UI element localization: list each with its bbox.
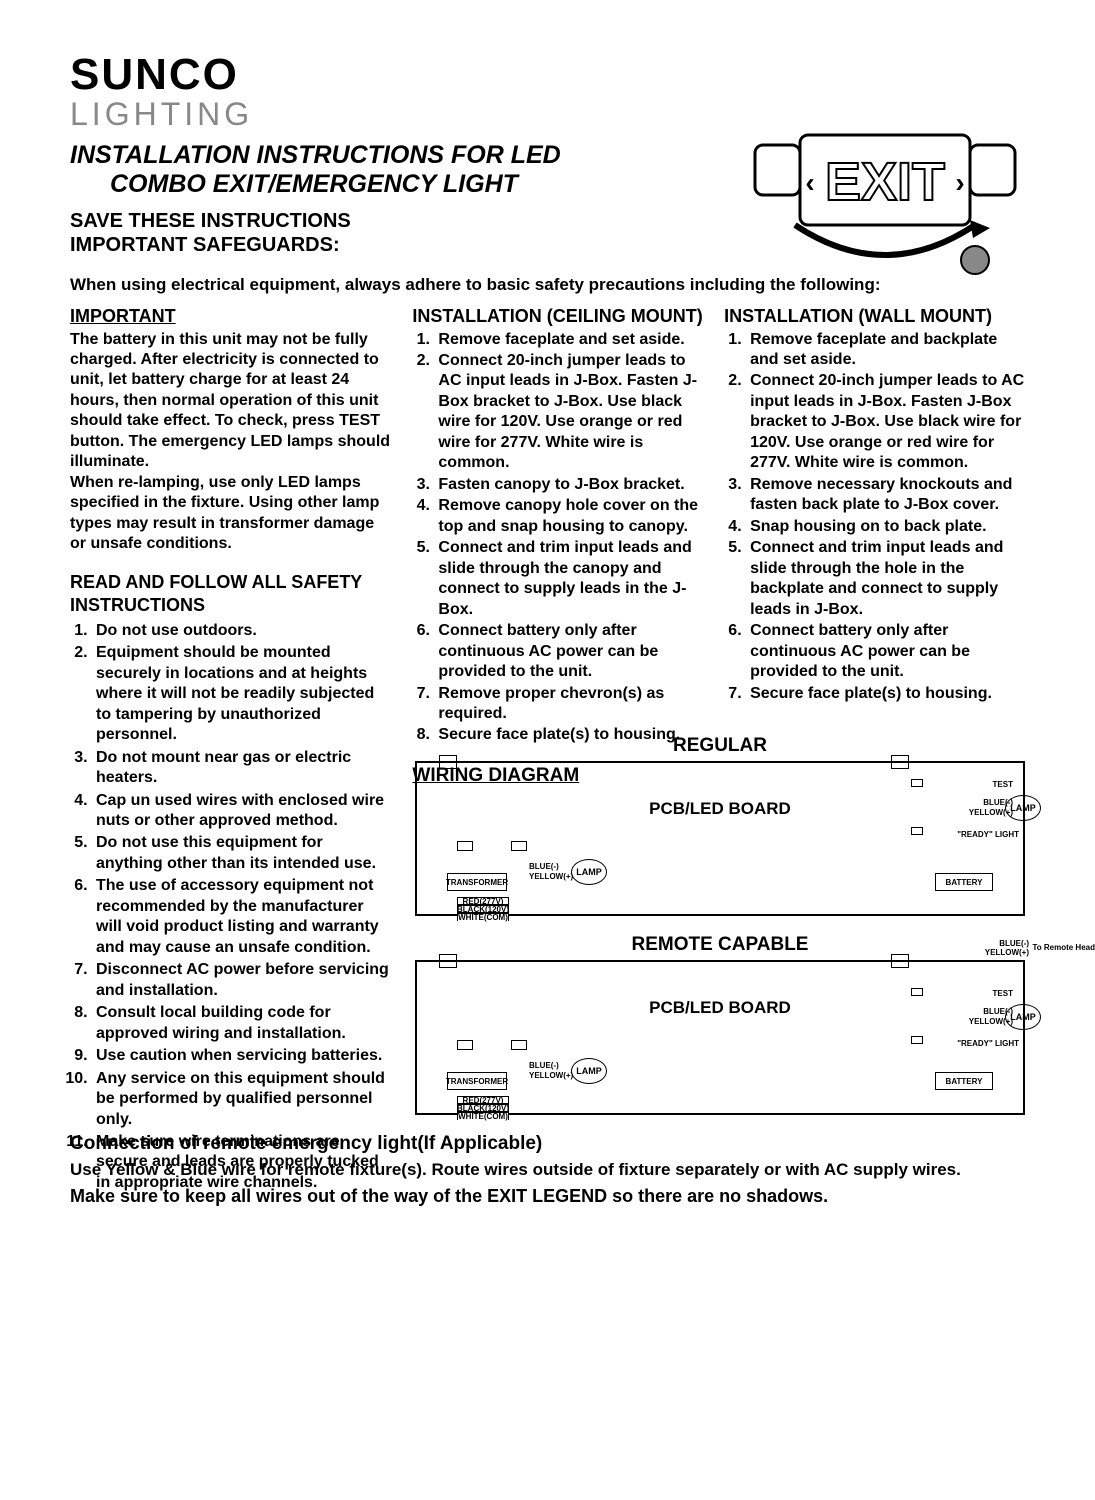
remote-head-label: To Remote Head [1032,944,1095,952]
test-label2: TEST [993,990,1013,998]
wall-item: Snap housing on to back plate. [746,517,1025,537]
ceiling-item: Remove canopy hole cover on the top and … [434,496,704,537]
safety-item: Any service on this equipment should be … [92,1069,392,1130]
exit-sign-illustration: EXIT ‹ › [745,110,1025,290]
ceiling-item: Remove proper chevron(s) as required. [434,684,704,725]
board-label2: PCB/LED BOARD [649,998,791,1018]
yellow-label3: YELLOW(+) [529,1072,573,1080]
white-label2: WHITE(COM) [457,1112,509,1120]
safety-item: The use of accessory equipment not recom… [92,876,392,958]
blue-label: BLUE(-) [529,863,559,871]
yellow-label: YELLOW(+) [529,873,573,881]
test-label: TEST [993,781,1013,789]
safety-item: Do not mount near gas or electric heater… [92,748,392,789]
wall-list: Remove faceplate and backplate and set a… [724,330,1025,704]
ceiling-item: Secure face plate(s) to housing. [434,725,704,745]
battery-box2: BATTERY [935,1072,993,1090]
svg-text:›: › [955,167,964,198]
wall-item: Connect 20-inch jumper leads to AC input… [746,371,1025,473]
lamp-left: LAMP [571,859,607,885]
black-label: BLACK(120V) [457,905,509,913]
ceiling-item: Fasten canopy to J-Box bracket. [434,475,704,495]
white-label: WHITE(COM) [457,913,509,921]
safety-item: Use caution when servicing batteries. [92,1046,392,1066]
safety-item: Do not use this equipment for anything o… [92,833,392,874]
wall-heading: INSTALLATION (WALL MOUNT) [724,305,1025,328]
battery-box: BATTERY [935,873,993,891]
safety-heading: READ AND FOLLOW ALL SAFETY INSTRUCTIONS [70,571,392,617]
ready-label2: "READY" LIGHT [957,1040,1019,1048]
logo-name: SUNCO [70,50,1025,100]
yellow-remote: YELLOW(+) [985,949,1029,957]
wall-item: Connect and trim input leads and slide t… [746,538,1025,620]
safety-item: Cap un used wires with enclosed wire nut… [92,791,392,832]
ceiling-item: Connect 20-inch jumper leads to AC input… [434,351,704,474]
col-left: IMPORTANT The battery in this unit may n… [70,305,392,1196]
ceiling-item: Connect and trim input leads and slide t… [434,538,704,620]
ready-label: "READY" LIGHT [957,831,1019,839]
safety-list: Do not use outdoors. Equipment should be… [70,621,392,1194]
lamp-right2: LAMP [1005,1004,1041,1030]
ceiling-heading: INSTALLATION (CEILING MOUNT) [412,305,704,328]
lamp-right: LAMP [1005,795,1041,821]
wall-item: Remove faceplate and backplate and set a… [746,330,1025,371]
important-heading: IMPORTANT [70,305,392,328]
safety-item: Consult local building code for approved… [92,1003,392,1044]
diagram-regular: PCB/LED BOARD TRANSFORMER RED(277V) BLAC… [415,761,1025,916]
safety-item: Equipment should be mounted securely in … [92,643,392,745]
ceiling-list: Remove faceplate and set aside. Connect … [412,330,704,746]
diagram-remote: PCB/LED BOARD TRANSFORMER RED(277V) BLAC… [415,960,1025,1115]
exit-text: EXIT [825,152,945,212]
footer-body1: Use Yellow & Blue wire for remote fixtur… [70,1159,1025,1181]
blue-remote: BLUE(-) [999,940,1029,948]
wall-item: Remove necessary knockouts and fasten ba… [746,475,1025,516]
svg-text:‹: ‹ [805,167,814,198]
wall-item: Connect battery only after continuous AC… [746,621,1025,682]
important-body: The battery in this unit may not be full… [70,330,392,555]
transformer-box: TRANSFORMER [447,873,507,891]
transformer-box2: TRANSFORMER [447,1072,507,1090]
black-label2: BLACK(120V) [457,1104,509,1112]
title-line1: INSTALLATION INSTRUCTIONS FOR LED [70,141,561,169]
ceiling-item: Connect battery only after continuous AC… [434,621,704,682]
board-label: PCB/LED BOARD [649,799,791,819]
ceiling-item: Remove faceplate and set aside. [434,330,704,350]
safety-item: Do not use outdoors. [92,621,392,641]
blue-label3: BLUE(-) [529,1062,559,1070]
safety-item: Disconnect AC power before servicing and… [92,960,392,1001]
wall-item: Secure face plate(s) to housing. [746,684,1025,704]
lamp-left2: LAMP [571,1058,607,1084]
